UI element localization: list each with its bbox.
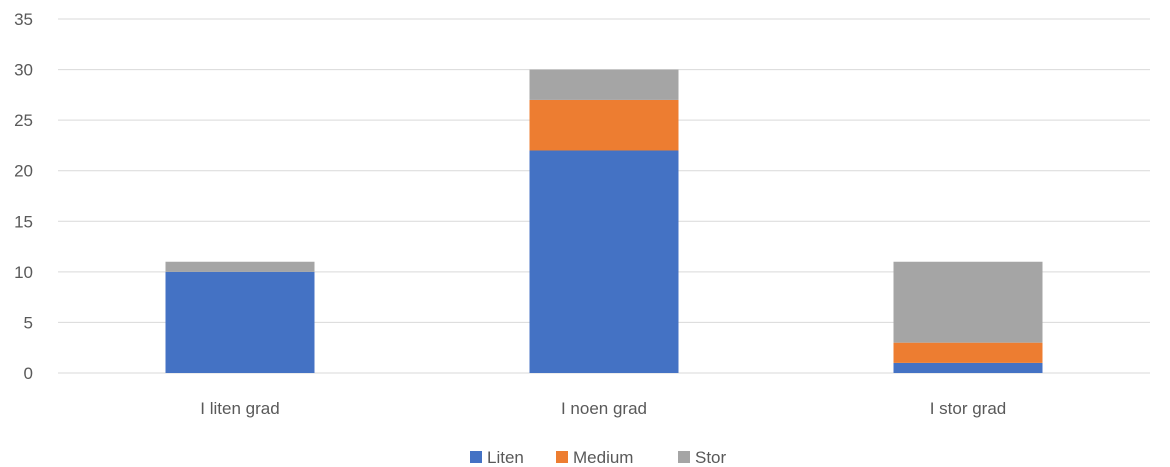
bar-segment [165,271,315,373]
bar-segment [893,342,1043,363]
y-tick-label: 35 [14,10,33,29]
bar-segment [529,99,679,151]
legend: Liten Medium Stor [470,448,727,467]
legend-swatch [678,451,690,463]
legend-swatch [470,451,482,463]
legend-label: Liten [487,448,524,467]
x-tick-label: I liten grad [200,399,279,418]
x-tick-label: I noen grad [561,399,647,418]
y-axis: 0 5 10 15 20 25 30 35 [14,10,33,383]
bar-segment [165,261,315,272]
legend-label: Stor [695,448,727,467]
x-axis: I liten grad I noen grad I stor grad [200,399,1006,418]
bar-segment [529,69,679,100]
y-tick-label: 25 [14,111,33,130]
bar-segment [893,362,1043,373]
y-tick-label: 30 [14,61,33,80]
x-tick-label: I stor grad [930,399,1007,418]
y-tick-label: 0 [24,364,33,383]
bar-segment [529,150,679,373]
y-tick-label: 20 [14,162,33,181]
y-tick-label: 5 [24,313,33,332]
bar-segment [893,261,1043,343]
y-tick-label: 15 [14,212,33,231]
legend-label: Medium [573,448,633,467]
bars [165,69,1043,373]
y-tick-label: 10 [14,263,33,282]
legend-swatch [556,451,568,463]
